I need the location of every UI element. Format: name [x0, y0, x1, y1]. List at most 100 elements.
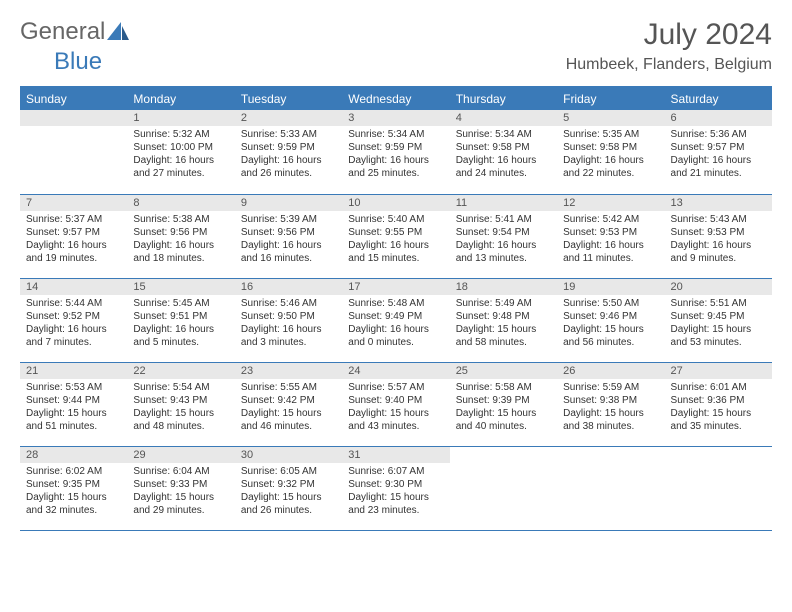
daylight-text-2: and 9 minutes. — [671, 252, 766, 265]
daylight-text-2: and 26 minutes. — [241, 167, 336, 180]
title-block: July 2024 Humbeek, Flanders, Belgium — [566, 18, 772, 74]
calendar-cell: 15Sunrise: 5:45 AMSunset: 9:51 PMDayligh… — [127, 278, 234, 362]
daylight-text-2: and 29 minutes. — [133, 504, 228, 517]
daylight-text-1: Daylight: 16 hours — [456, 239, 551, 252]
daylight-text-1: Daylight: 15 hours — [133, 407, 228, 420]
sunrise-text: Sunrise: 5:34 AM — [456, 128, 551, 141]
calendar-cell: 31Sunrise: 6:07 AMSunset: 9:30 PMDayligh… — [342, 446, 449, 530]
sunrise-text: Sunrise: 5:36 AM — [671, 128, 766, 141]
daylight-text-2: and 23 minutes. — [348, 504, 443, 517]
sunrise-text: Sunrise: 5:58 AM — [456, 381, 551, 394]
daylight-text-1: Daylight: 16 hours — [241, 323, 336, 336]
daylight-text-1: Daylight: 15 hours — [26, 407, 121, 420]
day-number: 12 — [557, 195, 664, 211]
daylight-text-2: and 48 minutes. — [133, 420, 228, 433]
sunrise-text: Sunrise: 5:48 AM — [348, 297, 443, 310]
daylight-text-1: Daylight: 15 hours — [26, 491, 121, 504]
calendar-body: 1Sunrise: 5:32 AMSunset: 10:00 PMDayligh… — [20, 110, 772, 530]
day-number: 31 — [342, 447, 449, 463]
sunset-text: Sunset: 9:50 PM — [241, 310, 336, 323]
calendar-table: Sunday Monday Tuesday Wednesday Thursday… — [20, 88, 772, 531]
daylight-text-2: and 5 minutes. — [133, 336, 228, 349]
sunset-text: Sunset: 9:42 PM — [241, 394, 336, 407]
calendar-cell: 24Sunrise: 5:57 AMSunset: 9:40 PMDayligh… — [342, 362, 449, 446]
daylight-text-1: Daylight: 15 hours — [348, 407, 443, 420]
day-details: Sunrise: 5:41 AMSunset: 9:54 PMDaylight:… — [450, 211, 557, 269]
sunrise-text: Sunrise: 5:51 AM — [671, 297, 766, 310]
sunset-text: Sunset: 9:46 PM — [563, 310, 658, 323]
calendar-cell: 21Sunrise: 5:53 AMSunset: 9:44 PMDayligh… — [20, 362, 127, 446]
weekday-header: Friday — [557, 88, 664, 110]
calendar-row: 7Sunrise: 5:37 AMSunset: 9:57 PMDaylight… — [20, 194, 772, 278]
daylight-text-2: and 58 minutes. — [456, 336, 551, 349]
day-details: Sunrise: 5:32 AMSunset: 10:00 PMDaylight… — [127, 126, 234, 184]
daylight-text-1: Daylight: 15 hours — [563, 407, 658, 420]
day-number: 1 — [127, 110, 234, 126]
sunrise-text: Sunrise: 5:54 AM — [133, 381, 228, 394]
calendar-cell: 7Sunrise: 5:37 AMSunset: 9:57 PMDaylight… — [20, 194, 127, 278]
day-number: 20 — [665, 279, 772, 295]
daylight-text-1: Daylight: 16 hours — [133, 323, 228, 336]
daylight-text-1: Daylight: 16 hours — [133, 239, 228, 252]
sunrise-text: Sunrise: 5:53 AM — [26, 381, 121, 394]
day-number: 14 — [20, 279, 127, 295]
day-number: 5 — [557, 110, 664, 126]
day-details: Sunrise: 5:49 AMSunset: 9:48 PMDaylight:… — [450, 295, 557, 353]
sunrise-text: Sunrise: 5:37 AM — [26, 213, 121, 226]
weekday-header: Tuesday — [235, 88, 342, 110]
daylight-text-1: Daylight: 16 hours — [563, 239, 658, 252]
day-details: Sunrise: 5:57 AMSunset: 9:40 PMDaylight:… — [342, 379, 449, 437]
calendar-cell: 18Sunrise: 5:49 AMSunset: 9:48 PMDayligh… — [450, 278, 557, 362]
daylight-text-1: Daylight: 15 hours — [348, 491, 443, 504]
daylight-text-1: Daylight: 16 hours — [563, 154, 658, 167]
calendar-cell: 28Sunrise: 6:02 AMSunset: 9:35 PMDayligh… — [20, 446, 127, 530]
calendar-row: 28Sunrise: 6:02 AMSunset: 9:35 PMDayligh… — [20, 446, 772, 530]
day-number: 25 — [450, 363, 557, 379]
calendar-cell: 12Sunrise: 5:42 AMSunset: 9:53 PMDayligh… — [557, 194, 664, 278]
day-number: 13 — [665, 195, 772, 211]
sunrise-text: Sunrise: 5:45 AM — [133, 297, 228, 310]
weekday-header: Saturday — [665, 88, 772, 110]
sunset-text: Sunset: 9:36 PM — [671, 394, 766, 407]
day-number: 30 — [235, 447, 342, 463]
sunset-text: Sunset: 9:57 PM — [26, 226, 121, 239]
sunset-text: Sunset: 9:54 PM — [456, 226, 551, 239]
calendar-cell: 23Sunrise: 5:55 AMSunset: 9:42 PMDayligh… — [235, 362, 342, 446]
day-number: 16 — [235, 279, 342, 295]
weekday-header: Monday — [127, 88, 234, 110]
day-number: 29 — [127, 447, 234, 463]
sunset-text: Sunset: 9:30 PM — [348, 478, 443, 491]
daylight-text-1: Daylight: 15 hours — [456, 407, 551, 420]
sunrise-text: Sunrise: 5:32 AM — [133, 128, 228, 141]
calendar-cell: 3Sunrise: 5:34 AMSunset: 9:59 PMDaylight… — [342, 110, 449, 194]
sunset-text: Sunset: 9:40 PM — [348, 394, 443, 407]
calendar-cell: 27Sunrise: 6:01 AMSunset: 9:36 PMDayligh… — [665, 362, 772, 446]
daylight-text-1: Daylight: 16 hours — [26, 323, 121, 336]
daylight-text-2: and 3 minutes. — [241, 336, 336, 349]
calendar-cell: 11Sunrise: 5:41 AMSunset: 9:54 PMDayligh… — [450, 194, 557, 278]
daylight-text-2: and 21 minutes. — [671, 167, 766, 180]
sunrise-text: Sunrise: 5:46 AM — [241, 297, 336, 310]
day-number: 6 — [665, 110, 772, 126]
daylight-text-2: and 25 minutes. — [348, 167, 443, 180]
day-number: 23 — [235, 363, 342, 379]
daylight-text-1: Daylight: 15 hours — [133, 491, 228, 504]
daylight-text-2: and 35 minutes. — [671, 420, 766, 433]
daylight-text-2: and 16 minutes. — [241, 252, 336, 265]
logo-text-1: General — [20, 18, 105, 46]
sunset-text: Sunset: 9:48 PM — [456, 310, 551, 323]
sunrise-text: Sunrise: 5:43 AM — [671, 213, 766, 226]
day-details: Sunrise: 5:37 AMSunset: 9:57 PMDaylight:… — [20, 211, 127, 269]
daylight-text-2: and 18 minutes. — [133, 252, 228, 265]
day-details: Sunrise: 5:59 AMSunset: 9:38 PMDaylight:… — [557, 379, 664, 437]
day-details: Sunrise: 5:50 AMSunset: 9:46 PMDaylight:… — [557, 295, 664, 353]
day-details: Sunrise: 5:34 AMSunset: 9:59 PMDaylight:… — [342, 126, 449, 184]
calendar-cell: 14Sunrise: 5:44 AMSunset: 9:52 PMDayligh… — [20, 278, 127, 362]
day-number: 18 — [450, 279, 557, 295]
sunrise-text: Sunrise: 6:04 AM — [133, 465, 228, 478]
calendar-cell: 1Sunrise: 5:32 AMSunset: 10:00 PMDayligh… — [127, 110, 234, 194]
day-details: Sunrise: 5:54 AMSunset: 9:43 PMDaylight:… — [127, 379, 234, 437]
daylight-text-1: Daylight: 16 hours — [348, 154, 443, 167]
daylight-text-1: Daylight: 16 hours — [241, 239, 336, 252]
sunset-text: Sunset: 9:56 PM — [133, 226, 228, 239]
